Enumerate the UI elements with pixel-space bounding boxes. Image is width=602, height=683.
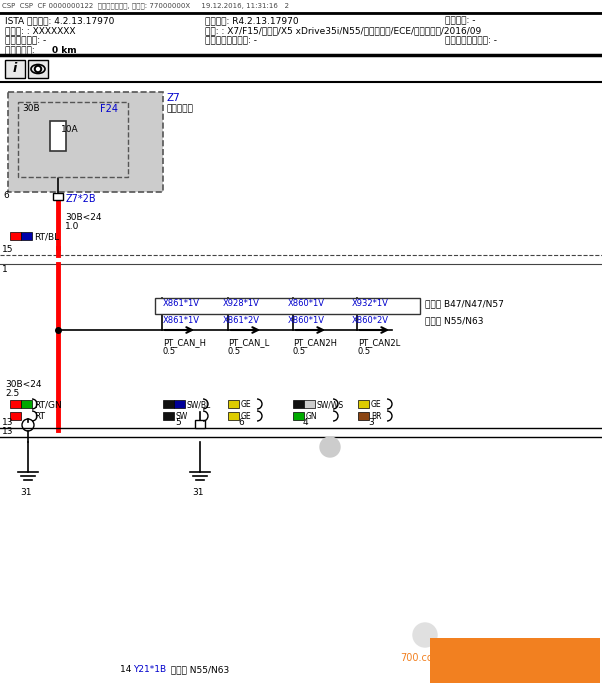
Text: 3: 3: [368, 418, 374, 427]
Text: 2.5: 2.5: [5, 389, 19, 398]
Text: X860*2V: X860*2V: [352, 316, 389, 325]
Text: BR: BR: [371, 412, 382, 421]
Text: 31: 31: [20, 488, 31, 497]
Text: 6: 6: [3, 191, 9, 201]
Text: RT: RT: [34, 412, 45, 421]
Text: 整合等级（实际）: -: 整合等级（实际）: -: [205, 36, 257, 45]
Text: i: i: [13, 63, 17, 76]
Text: 发动机 B47/N47/N57: 发动机 B47/N47/N57: [425, 299, 504, 308]
Bar: [358, 400, 369, 408]
Text: PT_CAN_L: PT_CAN_L: [228, 338, 269, 347]
Bar: [18, 102, 128, 177]
Bar: [21, 400, 32, 408]
Text: 发动机 N55/N63: 发动机 N55/N63: [425, 316, 483, 325]
Text: X860*1V: X860*1V: [288, 299, 325, 308]
Text: PT_CAN2H: PT_CAN2H: [293, 338, 337, 347]
Text: 14: 14: [120, 665, 134, 674]
Text: 13: 13: [2, 427, 13, 436]
Bar: [195, 420, 205, 428]
Text: 5: 5: [175, 418, 181, 427]
Text: 31: 31: [192, 488, 203, 497]
Bar: [10, 232, 21, 240]
Text: 30B<24: 30B<24: [65, 213, 102, 222]
Text: PT_CAN_H: PT_CAN_H: [163, 338, 206, 347]
Bar: [50, 121, 66, 151]
Text: Z7: Z7: [167, 93, 181, 103]
Circle shape: [34, 66, 42, 72]
Text: Z7*2B: Z7*2B: [66, 194, 97, 204]
Bar: [430, 638, 600, 683]
Text: 0.5: 0.5: [163, 347, 176, 356]
Text: 编程数据: -: 编程数据: -: [445, 16, 476, 25]
Text: 前部配电器: 前部配电器: [167, 104, 194, 113]
Text: GE: GE: [241, 412, 252, 421]
Text: X932*1V: X932*1V: [352, 299, 389, 308]
Bar: [304, 400, 315, 408]
Text: SW/WS: SW/WS: [317, 400, 344, 409]
Text: 车号: : X7/F15/越野车/X5 xDrive35i/N55/自动变速筱/ECE/左座驾驶型/2016/09: 车号: : X7/F15/越野车/X5 xDrive35i/N55/自动变速筱/…: [205, 26, 481, 35]
Text: 15: 15: [2, 245, 13, 254]
Text: X860*1V: X860*1V: [288, 316, 325, 325]
Text: RT/GN: RT/GN: [34, 400, 62, 409]
Bar: [228, 412, 239, 420]
Text: X861*1V: X861*1V: [163, 299, 200, 308]
Bar: [155, 298, 420, 314]
Text: 整合等级（目标）: -: 整合等级（目标）: -: [445, 36, 497, 45]
Text: 10A: 10A: [61, 125, 79, 134]
Text: 总行驶里程:: 总行驶里程:: [5, 46, 37, 55]
Text: 6: 6: [238, 418, 244, 427]
Bar: [293, 400, 304, 408]
Text: 4: 4: [303, 418, 309, 427]
Text: 13: 13: [2, 418, 13, 427]
Text: 0.5: 0.5: [228, 347, 241, 356]
Bar: [228, 400, 239, 408]
Bar: [53, 193, 63, 200]
Bar: [21, 232, 32, 240]
Circle shape: [37, 68, 40, 70]
Text: X861*2V: X861*2V: [223, 316, 260, 325]
Text: PT_CAN2L: PT_CAN2L: [358, 338, 400, 347]
Text: Y21*1B: Y21*1B: [133, 665, 166, 674]
Text: RT/BL: RT/BL: [34, 232, 59, 241]
Text: 数据状态: R4.2.13.17970: 数据状态: R4.2.13.17970: [205, 16, 299, 25]
Bar: [10, 412, 21, 420]
Text: 发动机 N55/N63: 发动机 N55/N63: [165, 665, 229, 674]
Text: 1: 1: [2, 265, 8, 274]
Bar: [28, 60, 48, 78]
Text: GE: GE: [241, 400, 252, 409]
Text: 0.5: 0.5: [293, 347, 306, 356]
Text: 汽修帮手: 汽修帮手: [488, 646, 542, 666]
Text: SW: SW: [176, 412, 188, 421]
Circle shape: [320, 437, 340, 457]
Text: F24: F24: [100, 104, 118, 114]
Text: 1.0: 1.0: [65, 222, 79, 231]
Text: 30B: 30B: [22, 104, 40, 113]
Bar: [5, 60, 25, 78]
Text: 0.5: 0.5: [358, 347, 371, 356]
Text: 工厂整合等级: -: 工厂整合等级: -: [5, 36, 46, 45]
Text: CSP  CSP  CF 0000000122  发动机控制系统, 车架号: 77000000X     19.12.2016, 11:31:16   2: CSP CSP CF 0000000122 发动机控制系统, 车架号: 7700…: [2, 2, 289, 9]
Text: 700.com: 700.com: [400, 653, 442, 663]
Bar: [163, 412, 174, 420]
Bar: [8, 92, 163, 192]
Bar: [358, 412, 369, 420]
Bar: [10, 400, 21, 408]
Text: GE: GE: [371, 400, 382, 409]
Bar: [174, 400, 185, 408]
Circle shape: [413, 623, 437, 647]
Text: 0 km: 0 km: [52, 46, 76, 55]
Text: SW/BL: SW/BL: [187, 400, 211, 409]
Text: X928*1V: X928*1V: [223, 299, 260, 308]
Bar: [163, 400, 174, 408]
Text: X861*1V: X861*1V: [163, 316, 200, 325]
Text: 30B<24: 30B<24: [5, 380, 42, 389]
Text: GN: GN: [306, 412, 318, 421]
Text: ISTA 系统状态: 4.2.13.17970: ISTA 系统状态: 4.2.13.17970: [5, 16, 114, 25]
Text: 车架号: : XXXXXXX: 车架号: : XXXXXXX: [5, 26, 75, 35]
Bar: [293, 412, 304, 420]
